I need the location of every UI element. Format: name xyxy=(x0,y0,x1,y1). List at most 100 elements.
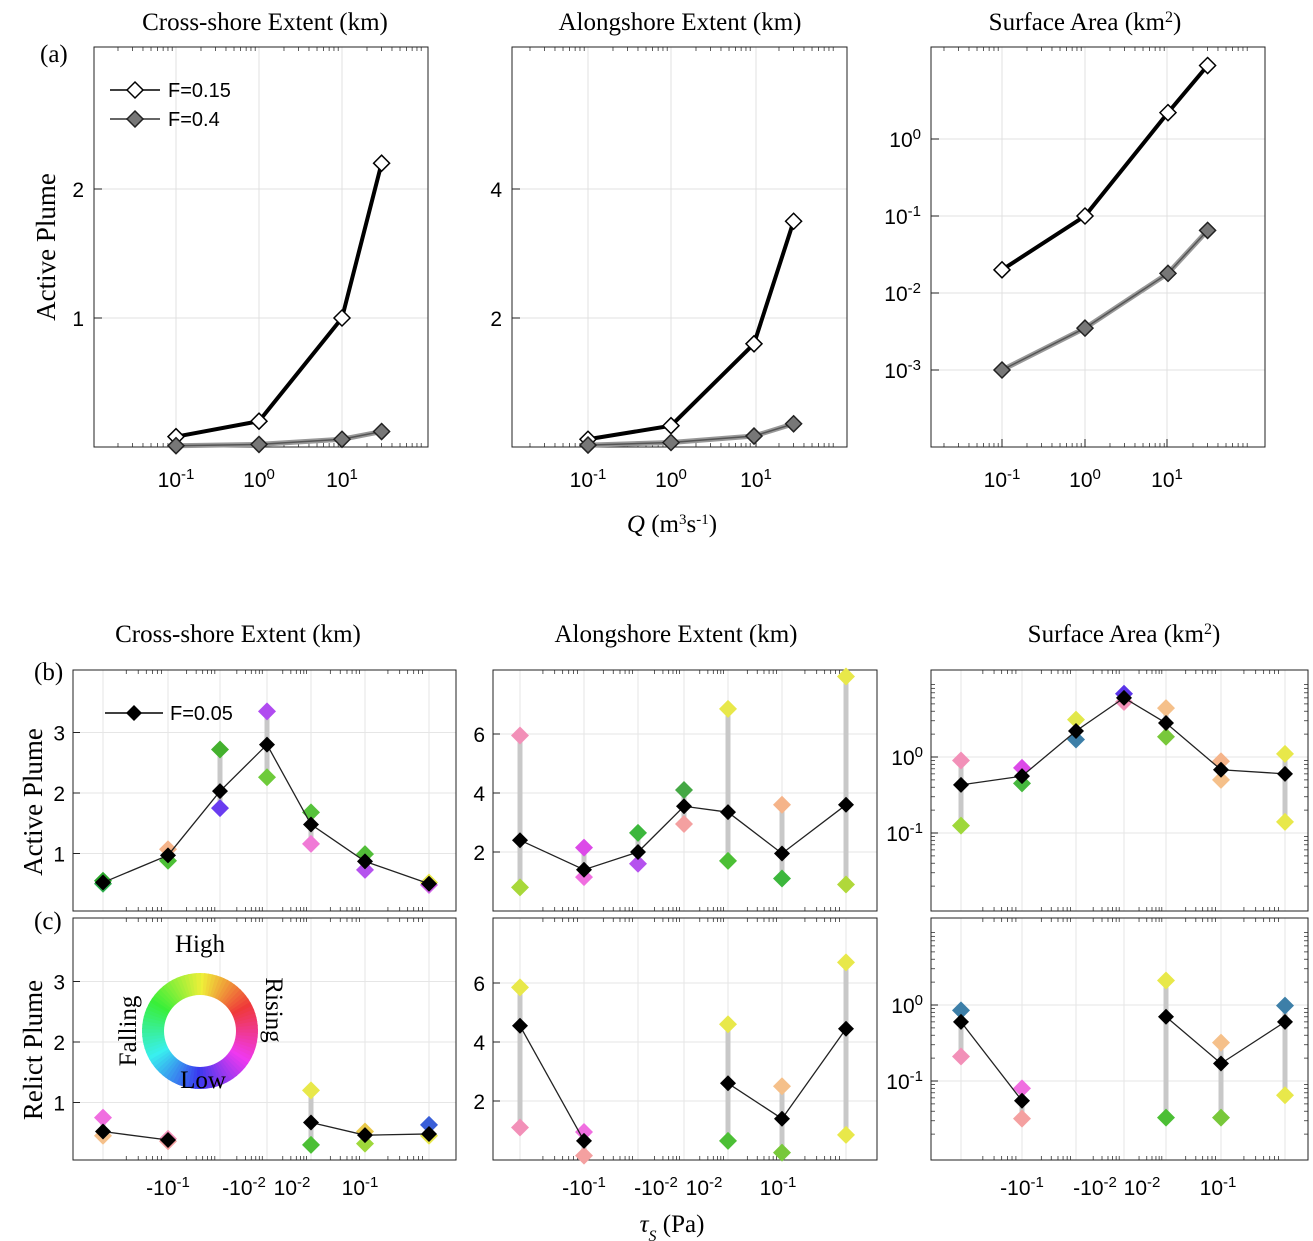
range-marker xyxy=(258,768,276,787)
series-marker-f005 xyxy=(774,1110,790,1127)
range-marker xyxy=(1013,1109,1031,1128)
y-tick-label: 100 xyxy=(889,126,921,153)
series-marker-f04 xyxy=(992,360,1012,380)
x-tick-label: 10-2 xyxy=(686,1174,723,1201)
y-tick-label: 100 xyxy=(891,992,923,1019)
y-tick-label: 4 xyxy=(473,783,485,806)
series-marker-f04 xyxy=(784,414,803,433)
y-tick-label: 2 xyxy=(72,179,84,202)
x-tick-label: 10-1 xyxy=(760,1174,797,1201)
colorwheel-rising-label: Rising xyxy=(260,977,287,1043)
legend: F=0.15 F=0.4 xyxy=(110,80,231,131)
series-marker-f015 xyxy=(332,308,352,328)
range-marker xyxy=(356,1134,374,1153)
y-tick-label: 4 xyxy=(473,1032,485,1055)
range-marker xyxy=(1212,1108,1230,1127)
series-marker-f005 xyxy=(357,1127,373,1144)
legend-label-f005: F=0.05 xyxy=(170,703,233,725)
x-tick-label: 100 xyxy=(243,466,275,493)
range-marker xyxy=(1276,744,1294,763)
range-marker xyxy=(94,1108,112,1127)
range-marker xyxy=(1067,710,1085,729)
series-line-f04 xyxy=(175,430,382,447)
range-marker xyxy=(302,1135,320,1154)
series-marker-f005 xyxy=(512,1017,528,1034)
series-line-f005 xyxy=(519,1025,585,1142)
y-tick-label: 10-1 xyxy=(884,203,921,230)
y-tick-label: 2 xyxy=(53,1032,65,1055)
range-marker xyxy=(1013,1079,1031,1098)
series-marker-f04 xyxy=(578,436,598,455)
range-marker xyxy=(575,1146,593,1165)
series-marker-f005 xyxy=(774,845,790,862)
colorwheel-low-label: Low xyxy=(180,1067,226,1094)
series-marker-f005 xyxy=(838,796,854,813)
series-marker-f005 xyxy=(421,1125,437,1142)
range-marker xyxy=(511,878,529,897)
range-marker xyxy=(302,834,320,853)
chart-c3: 10-1 100 -10-1 -10-2 10-2 10-1 xyxy=(886,917,1309,1201)
colorwheel-legend: High Low Falling Rising xyxy=(115,931,287,1094)
series-marker-f005 xyxy=(95,874,111,891)
series-marker-f04 xyxy=(661,433,681,452)
series-marker-f005 xyxy=(1068,722,1084,739)
chart-title: Surface Area (km2) xyxy=(1028,621,1221,649)
y-tick-label: 3 xyxy=(53,723,65,746)
series-marker-f04 xyxy=(744,426,764,446)
y-tick-label: 6 xyxy=(473,724,485,747)
x-tick-label: 10-1 xyxy=(570,466,607,493)
chart-a2: 10-1 100 101 2 4 Alongshore Extent (km) Q (m3s… xyxy=(490,9,848,538)
series-marker-f005 xyxy=(1277,765,1293,782)
series-marker-f015 xyxy=(249,412,269,431)
x-tick-label: -10-2 xyxy=(1073,1174,1117,1201)
range-marker xyxy=(1276,996,1294,1015)
series-marker-f015 xyxy=(992,260,1012,279)
series-marker-f005 xyxy=(160,1132,176,1149)
axes-frame xyxy=(511,46,848,448)
series-line-f04 xyxy=(587,423,794,446)
y-tick-label: 3 xyxy=(53,972,65,995)
y-tick-label: 10-2 xyxy=(884,280,921,307)
chart-a3: 10-1 100 101 10-3 10-2 10-1 100 Surface Area (k… xyxy=(884,9,1266,493)
range-marker xyxy=(1157,727,1175,746)
series-marker-f005 xyxy=(838,1020,854,1037)
legend: F=0.05 xyxy=(105,703,233,725)
range-marker xyxy=(1276,812,1294,831)
series-marker-f005 xyxy=(953,776,969,793)
series-marker-f005 xyxy=(1277,1013,1293,1030)
series-line-f005 xyxy=(960,697,1286,786)
y-tick-label: 2 xyxy=(473,1091,485,1114)
series-marker-f04 xyxy=(249,435,269,454)
series-marker-f005 xyxy=(1213,761,1229,778)
series-marker-f005 xyxy=(720,1075,736,1092)
range-marker xyxy=(837,1125,855,1144)
series-marker-f005 xyxy=(630,844,646,860)
x-axis-label: τS (Pa) xyxy=(640,1211,705,1241)
range-marker xyxy=(719,851,737,870)
series-marker-f005 xyxy=(720,804,736,821)
series-marker-f005 xyxy=(1213,1055,1229,1072)
range-marker xyxy=(719,699,737,718)
range-marker xyxy=(575,1122,593,1141)
chart-title: Alongshore Extent (km) xyxy=(554,621,797,648)
range-marker xyxy=(1157,699,1175,718)
x-tick-label: 101 xyxy=(326,466,358,493)
range-marker xyxy=(675,814,693,833)
colorwheel-falling-label: Falling xyxy=(115,995,142,1066)
y-tick-label: 1 xyxy=(72,308,84,331)
x-tick-label: 101 xyxy=(1151,466,1183,493)
y-axis-label: Active Plume xyxy=(31,173,61,321)
y-tick-label: 10-1 xyxy=(886,1068,923,1095)
range-marker xyxy=(952,816,970,835)
y-tick-label: 4 xyxy=(490,179,502,202)
series-marker-f04 xyxy=(372,422,391,441)
series-marker-f015 xyxy=(784,212,803,231)
series-marker-f005 xyxy=(1158,1008,1174,1025)
range-marker xyxy=(837,667,855,686)
series-marker-f005 xyxy=(357,853,373,870)
x-tick-label: 10-1 xyxy=(984,466,1021,493)
series-marker-f005 xyxy=(576,861,592,878)
panel-label-b: (b) xyxy=(34,659,63,686)
range-marker xyxy=(1157,971,1175,990)
chart-b1: 1 2 3 Cross-shore Extent (km) F=0.05 Active P… xyxy=(18,621,457,912)
